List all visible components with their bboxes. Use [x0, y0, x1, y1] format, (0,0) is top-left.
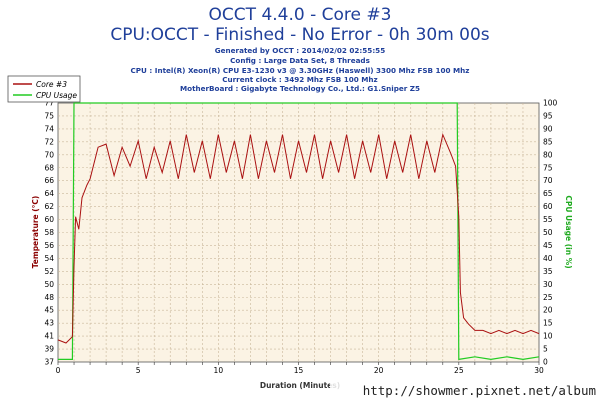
legend: Core #3 CPU Usage: [7, 75, 81, 103]
y-right-tick-label: 55: [543, 215, 553, 224]
y-left-tick-label: 48: [44, 293, 54, 302]
y-left-tick-label: 75: [44, 111, 54, 120]
x-tick-label: 25: [454, 366, 464, 375]
chart-subtitle: CPU:OCCT - Finished - No Error - 0h 30m …: [110, 25, 489, 45]
y-left-tick-label: 77: [44, 99, 54, 108]
watermark-bg: [330, 380, 600, 400]
y-left-tick-label: 68: [44, 163, 54, 172]
y-left-tick-label: 39: [44, 345, 54, 354]
x-tick-label: 20: [374, 366, 384, 375]
series-core3-line: [57, 132, 540, 344]
y-left-tick-label: 43: [44, 319, 54, 328]
y-right-tick-label: 70: [543, 176, 553, 185]
legend-box: [7, 75, 81, 103]
y-right-tick-label: 85: [543, 137, 553, 146]
right-axis-ticks: 0 5 10 15 20 25 30 35 40 45 50 55 60 65 70 75 80 85 90 95 10…: [543, 99, 558, 367]
y-right-tick-label: 75: [543, 163, 553, 172]
y-right-tick-label: 35: [543, 267, 553, 276]
legend-label-core3: Core #3: [36, 80, 67, 89]
x-tick-label: 5: [136, 366, 141, 375]
x-tick-label: 30: [534, 366, 544, 375]
series-cpu-usage-line: [58, 102, 540, 361]
y-right-tick-label: 95: [543, 111, 553, 120]
y-right-tick-label: 40: [543, 254, 553, 263]
y-right-tick-label: 20: [543, 306, 553, 315]
y-left-tick-label: 37: [44, 358, 54, 367]
y-left-tick-label: 56: [44, 241, 54, 250]
y-right-tick-label: 65: [543, 189, 553, 198]
y-right-tick-label: 10: [543, 332, 553, 341]
y-left-tick-label: 45: [44, 306, 54, 315]
x-axis-ticks: 0 5 10 15 20 25 30: [56, 362, 544, 375]
y-right-tick-label: 45: [543, 241, 553, 250]
y-left-tick-label: 41: [44, 332, 54, 341]
y-left-tick-label: 58: [44, 228, 54, 237]
y-right-tick-label: 60: [543, 202, 553, 211]
info-line-1: Generated by OCCT : 2014/02/02 02:55:55: [215, 46, 385, 55]
y-right-tick-label: 30: [543, 280, 553, 289]
y-left-tick-label: 60: [44, 215, 54, 224]
info-line-2: Config : Large Data Set, 8 Threads: [230, 56, 370, 65]
x-tick-label: 10: [214, 366, 224, 375]
y-left-tick-label: 66: [44, 176, 54, 185]
y-right-tick-label: 5: [543, 345, 548, 354]
y-right-tick-label: 15: [543, 319, 553, 328]
y-right-tick-label: 25: [543, 293, 553, 302]
y-right-tick-label: 0: [543, 358, 548, 367]
y-left-tick-label: 64: [44, 189, 54, 198]
watermark: http://showmer.pixnet.net/album: [363, 383, 596, 398]
y-right-tick-label: 90: [543, 124, 553, 133]
info-line-3: CPU : Intel(R) Xeon(R) CPU E3-1230 v3 @ …: [131, 66, 470, 75]
y-left-tick-label: 72: [44, 137, 54, 146]
y-axis-left-label: Temperature (°C): [31, 196, 40, 269]
x-axis-label: Duration (Minutes): [260, 381, 340, 390]
y-right-tick-label: 100: [543, 99, 558, 108]
y-axis-right-label: CPU Usage (in %): [564, 195, 573, 268]
chart-title: OCCT 4.4.0 - Core #3: [209, 5, 392, 25]
y-left-tick-label: 52: [44, 267, 54, 276]
info-line-5: MotherBoard : Gigabyte Technology Co., L…: [180, 84, 420, 93]
y-left-tick-label: 62: [44, 202, 54, 211]
y-left-tick-label: 50: [44, 280, 54, 289]
info-line-4: Current clock : 3492 Mhz FSB 100 Mhz: [222, 75, 377, 84]
y-right-tick-label: 80: [543, 150, 553, 159]
y-left-tick-label: 74: [44, 124, 54, 133]
x-tick-label: 15: [294, 366, 304, 375]
y-right-tick-label: 50: [543, 228, 553, 237]
y-left-tick-label: 70: [44, 150, 54, 159]
left-axis-ticks: 37 39 41 43 45 48 50 52 54 56 58 60 62 64 66 68 70 72 74 75…: [44, 99, 54, 367]
legend-label-cpu-usage: CPU Usage: [36, 91, 77, 100]
y-left-tick-label: 54: [44, 254, 54, 263]
x-tick-label: 0: [56, 366, 61, 375]
